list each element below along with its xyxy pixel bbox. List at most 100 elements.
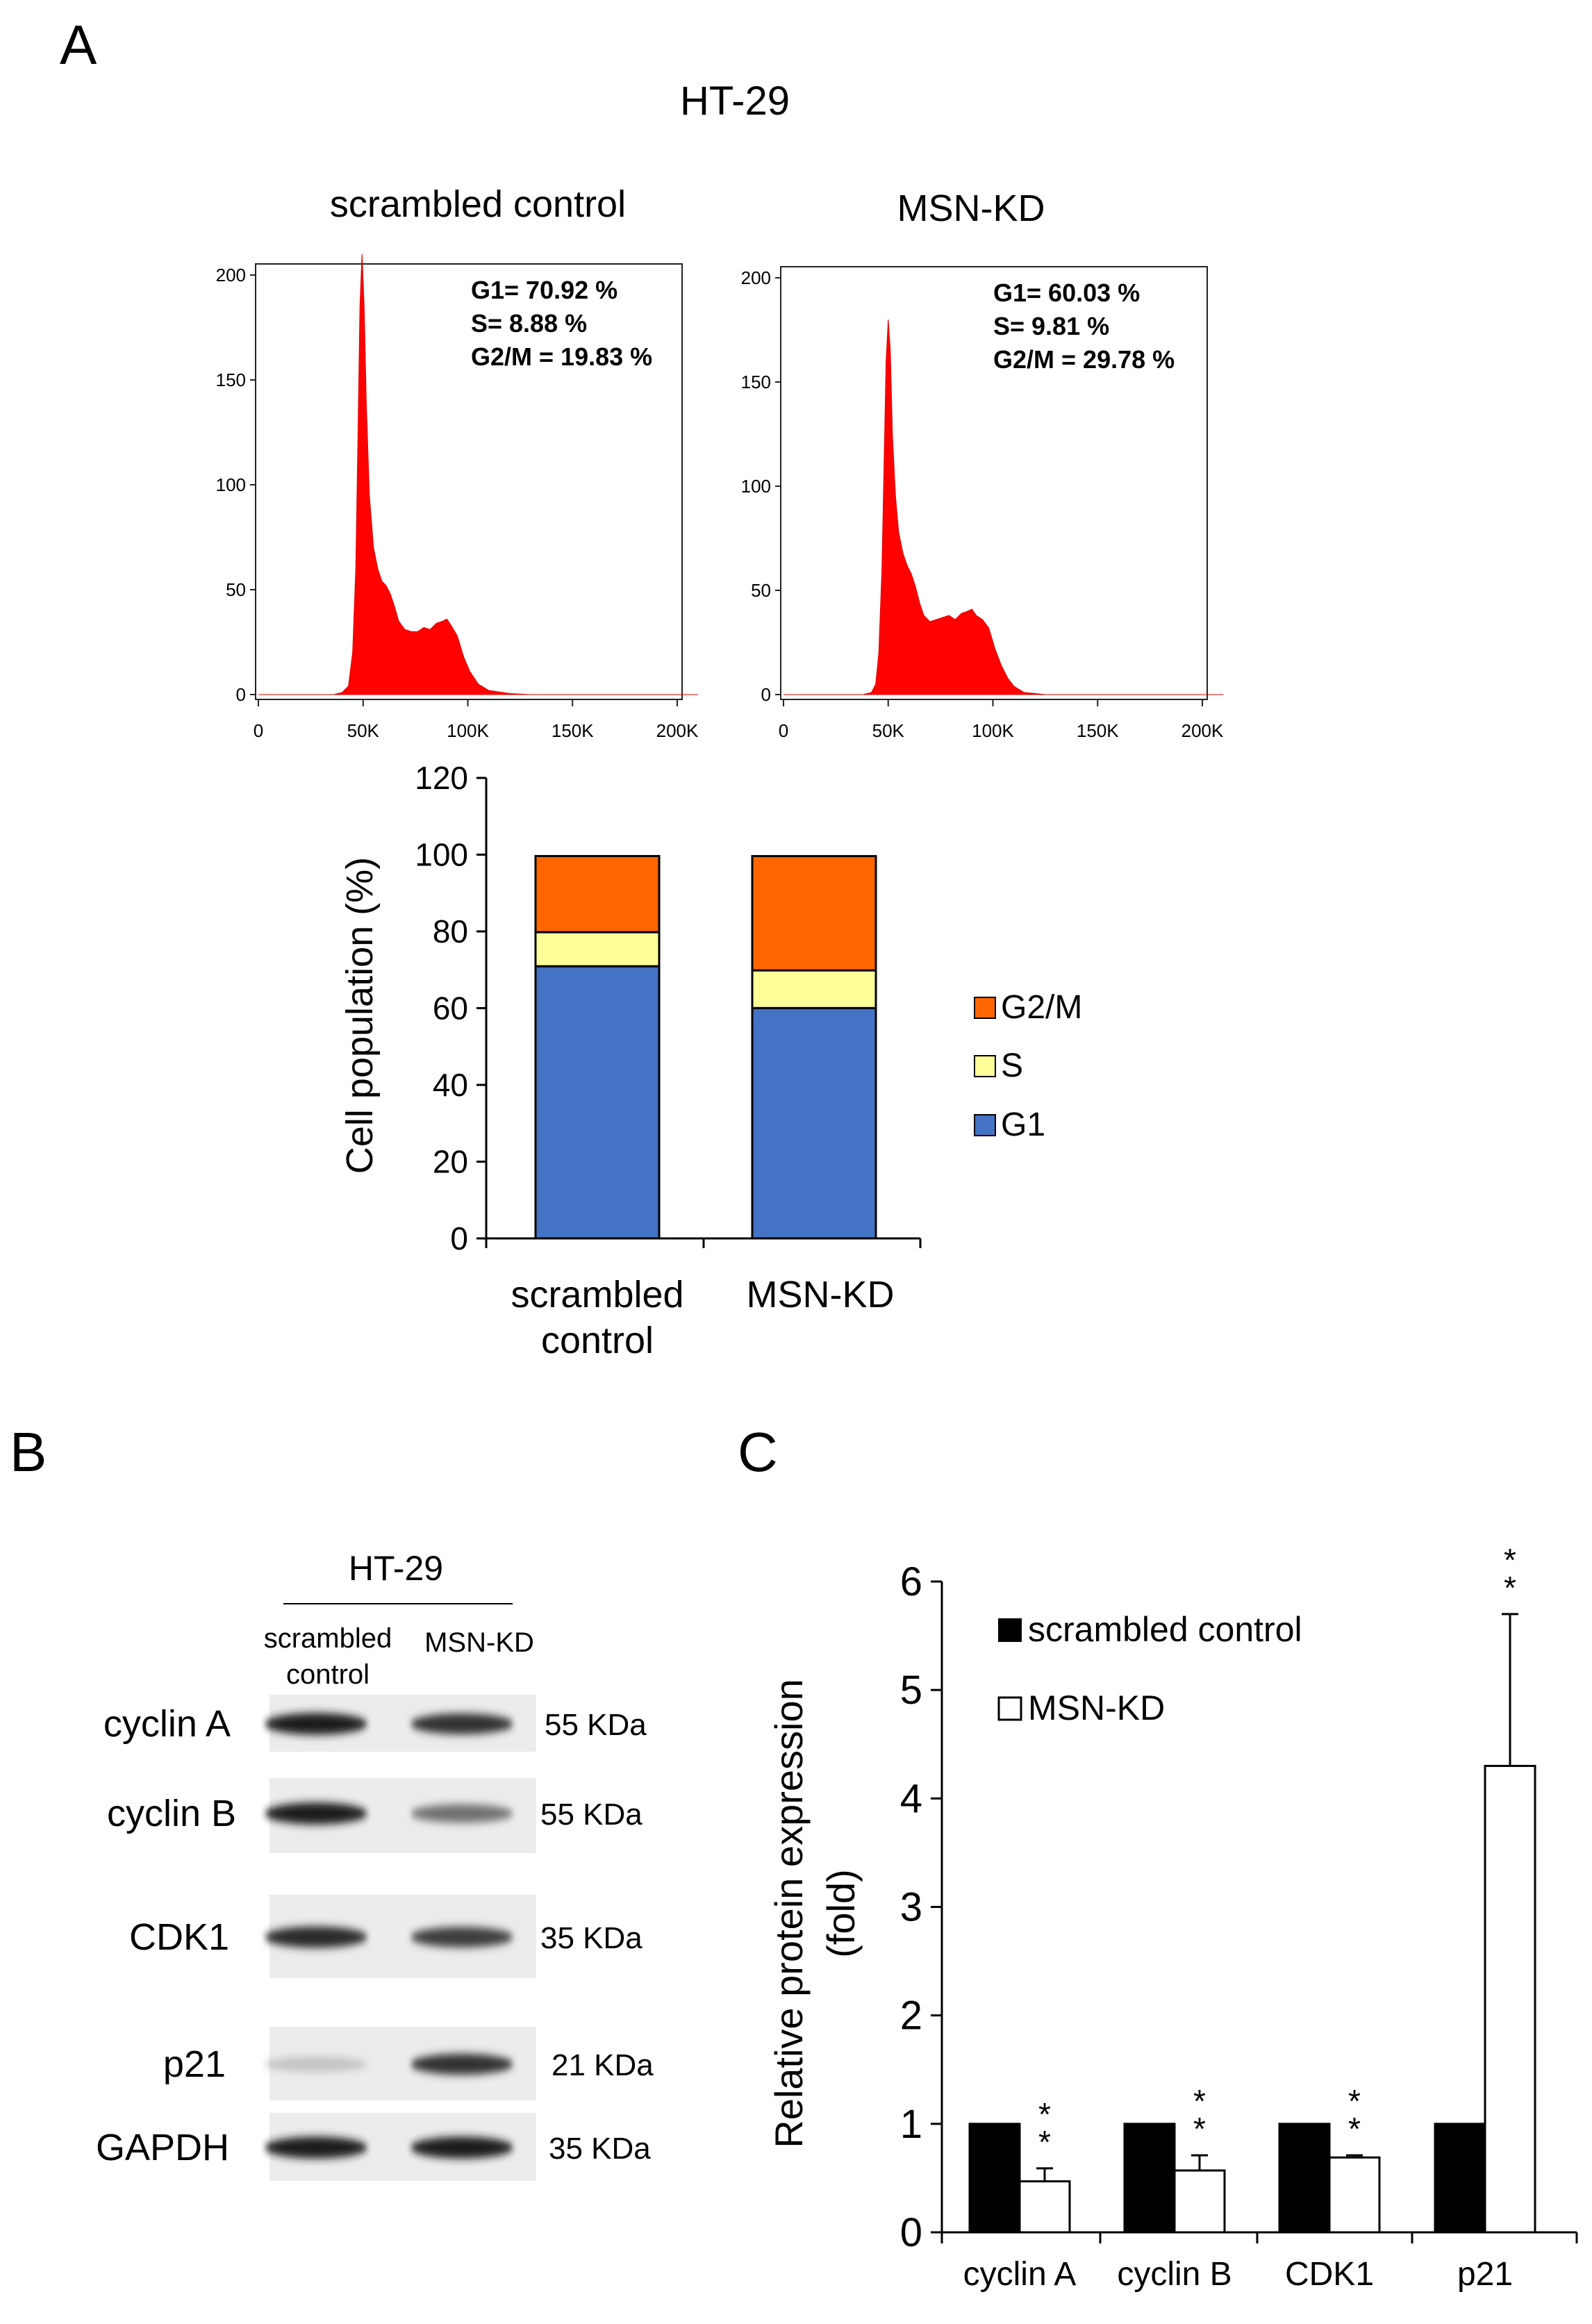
bar-scrambled-cdk1 bbox=[1278, 2123, 1331, 2234]
legend-swatch-msn bbox=[997, 1696, 1022, 1721]
legend-label-g1: G1 bbox=[1001, 1106, 1045, 1143]
bar-msn-cdk1 bbox=[1328, 2156, 1381, 2234]
histogram-stat-s: S= 9.81 % bbox=[993, 312, 1109, 340]
significance-mark-p21: * bbox=[1504, 1570, 1516, 1606]
stacked-bar-chart: Cell population (%) 0 20 40 60 80 100 120 scra… bbox=[339, 760, 1082, 1361]
histogram-area bbox=[783, 319, 1224, 695]
blot-protein-label: p21 bbox=[163, 2043, 226, 2085]
histogram-stat-s: S= 8.88 % bbox=[471, 309, 587, 338]
bar-scrambled-cyclin-b bbox=[1123, 2123, 1176, 2234]
stacked-y-tick-label: 100 bbox=[415, 837, 468, 873]
blot-band bbox=[411, 2053, 513, 2075]
blot-protein-label: cyclin B bbox=[107, 1793, 236, 1834]
y-tick-label: 150 bbox=[216, 370, 246, 390]
histogram-area bbox=[258, 254, 699, 695]
blot-kda-label: 55 KDa bbox=[540, 1798, 642, 1832]
stacked-y-tick-label: 80 bbox=[433, 913, 468, 949]
stacked-category-label-2: MSN-KD bbox=[747, 1274, 895, 1315]
stacked-category-label-1b: control bbox=[541, 1320, 654, 1361]
stacked-bar-g1-1 bbox=[534, 965, 661, 1240]
blot-kda-label: 35 KDa bbox=[540, 1921, 642, 1955]
significance-mark-cdk1: * bbox=[1348, 2111, 1361, 2147]
blot-band bbox=[411, 1713, 513, 1735]
y-tick-label: 150 bbox=[741, 372, 771, 392]
histogram-title: MSN-KD bbox=[897, 188, 1045, 229]
grouped-bar-chart: Relative protein expression (fold) ** ***… bbox=[767, 1542, 1578, 2293]
histogram-stat-g2m: G2/M = 29.78 % bbox=[993, 345, 1175, 374]
histogram-x-axis: 0 50K 100K 150K 200K bbox=[254, 699, 699, 741]
histogram-stat-g1: G1= 70.92 % bbox=[471, 276, 617, 304]
category-label-cdk1: CDK1 bbox=[1285, 2256, 1374, 2293]
grouped-ylabel-line1: Relative protein expression bbox=[767, 1679, 811, 2148]
legend-label-s: S bbox=[1001, 1047, 1023, 1084]
category-label-cyclin-b: cyclin B bbox=[1117, 2256, 1232, 2293]
y-tick-label: 50 bbox=[226, 579, 246, 600]
x-tick-label: 100K bbox=[447, 720, 489, 741]
histogram-title: scrambled control bbox=[330, 183, 626, 225]
x-tick-label: 0 bbox=[779, 720, 788, 741]
histogram-stat-g1: G1= 60.03 % bbox=[993, 279, 1140, 307]
blot-protein-label: cyclin A bbox=[103, 1703, 231, 1745]
grouped-axes: cyclin A cyclin B CDK1 p21 0 1 2 3 4 5 6 bbox=[900, 1559, 1578, 2293]
x-tick-label: 50K bbox=[347, 720, 380, 741]
histogram-msn-kd: MSN-KD G1= 60.03 % S= 9.81 % G2/M = 29.7… bbox=[741, 188, 1224, 741]
blot-band bbox=[411, 2136, 513, 2159]
y-tick-label: 200 bbox=[216, 265, 246, 285]
legend-swatch-scrambled bbox=[998, 1618, 1022, 1642]
grouped-y-tick-label: 0 bbox=[900, 2210, 922, 2255]
significance-mark-cyclin-a: * bbox=[1038, 2124, 1051, 2160]
cell-line-title: HT-29 bbox=[680, 78, 790, 124]
grouped-y-tick-label: 4 bbox=[900, 1776, 922, 1821]
x-tick-label: 100K bbox=[972, 720, 1014, 741]
histogram-y-axis: 0 50 100 150 200 bbox=[216, 265, 256, 705]
blot-row-gapdh: GAPDH 35 KDa bbox=[96, 2113, 651, 2181]
significance-mark-p21: * bbox=[1504, 1542, 1516, 1578]
blot-band bbox=[265, 1926, 367, 1948]
blot-kda-label: 21 KDa bbox=[552, 2048, 654, 2082]
legend-swatch-g1 bbox=[974, 1114, 996, 1136]
blot-kda-label: 35 KDa bbox=[549, 2132, 651, 2166]
blot-cell-line: HT-29 bbox=[349, 1549, 443, 1588]
y-tick-label: 200 bbox=[741, 267, 771, 288]
y-tick-label: 100 bbox=[216, 474, 246, 495]
grouped-ylabel-line2: (fold) bbox=[819, 1869, 863, 1958]
stacked-category-label-1a: scrambled bbox=[511, 1274, 683, 1315]
panel-label-b: B bbox=[10, 1421, 47, 1483]
grouped-y-tick-label: 2 bbox=[900, 1993, 922, 2039]
blot-row-cdk1: CDK1 35 KDa bbox=[129, 1895, 642, 1978]
y-tick-label: 0 bbox=[236, 684, 246, 705]
blot-band bbox=[411, 1804, 513, 1823]
y-tick-label: 0 bbox=[761, 684, 771, 705]
blot-band bbox=[265, 1713, 367, 1735]
stacked-ylabel: Cell population (%) bbox=[339, 857, 381, 1174]
x-tick-label: 150K bbox=[552, 720, 594, 741]
blot-kda-label: 55 KDa bbox=[545, 1708, 647, 1742]
stacked-bar-g2m-2 bbox=[751, 855, 877, 972]
stacked-y-tick-label: 120 bbox=[415, 760, 468, 796]
stacked-bar-s-2 bbox=[751, 969, 877, 1009]
x-tick-label: 200K bbox=[656, 720, 699, 741]
grouped-y-tick-label: 5 bbox=[900, 1668, 922, 1713]
bar-scrambled-p21 bbox=[1434, 2123, 1486, 2234]
significance-mark-cyclin-a: * bbox=[1038, 2096, 1051, 2132]
bar-scrambled-cyclin-a bbox=[968, 2123, 1021, 2234]
grouped-y-tick-label: 3 bbox=[900, 1885, 922, 1930]
significance-mark-cyclin-b: * bbox=[1193, 2111, 1206, 2147]
stacked-axes: 0 20 40 60 80 100 120 bbox=[415, 760, 922, 1256]
histogram-y-axis: 0 50 100 150 200 bbox=[741, 267, 781, 705]
blot-column-1b: control bbox=[286, 1659, 370, 1690]
bar-msn-p21 bbox=[1484, 1764, 1536, 2234]
western-blot: HT-29 scrambled control MSN-KD cyclin A 5… bbox=[96, 1549, 654, 2181]
blot-band bbox=[411, 1927, 513, 1948]
grouped-y-tick-label: 6 bbox=[900, 1559, 922, 1604]
stacked-legend: G2/M S G1 bbox=[974, 989, 1082, 1143]
legend-label-g2m: G2/M bbox=[1001, 989, 1082, 1026]
blot-rows: cyclin A 55 KDa cyclin B 55 KDa CDK1 35 KDa p2… bbox=[96, 1695, 654, 2181]
legend-label-scrambled: scrambled control bbox=[1028, 1610, 1302, 1649]
histogram-scrambled-control: scrambled control G1= 70.92 % S= 8.88 % … bbox=[216, 183, 699, 741]
bar-msn-cyclin-b bbox=[1173, 2169, 1226, 2234]
histogram-frame bbox=[255, 263, 683, 700]
stacked-y-tick-label: 20 bbox=[433, 1144, 468, 1180]
histogram-stat-g2m: G2/M = 19.83 % bbox=[471, 342, 652, 371]
grouped-y-tick-label: 1 bbox=[900, 2102, 922, 2147]
